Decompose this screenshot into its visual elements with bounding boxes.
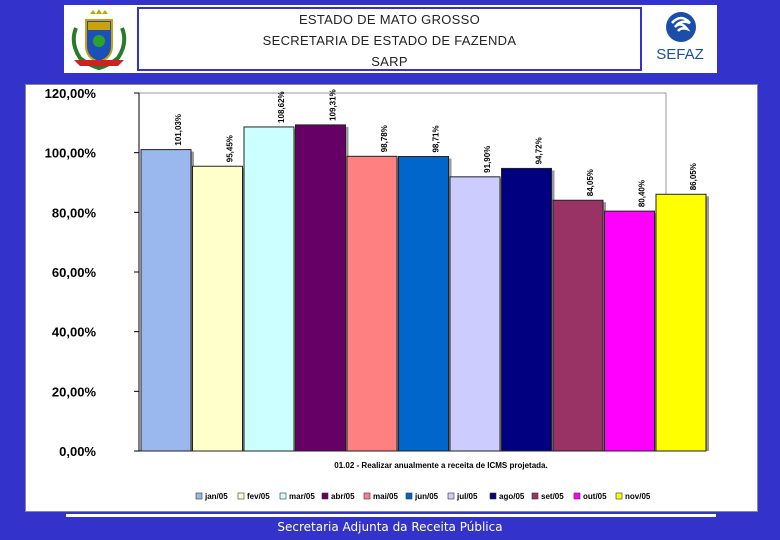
- bar-jun/05: [398, 156, 449, 452]
- legend-entry: nov/05: [625, 492, 651, 501]
- y-tick-label: 20,00%: [52, 384, 97, 399]
- header-titles: ESTADO DE MATO GROSSO SECRETARIA DE ESTA…: [137, 7, 642, 71]
- footer-text: Secretaria Adjunta da Receita Pública: [277, 520, 503, 534]
- y-tick-label: 0,00%: [59, 444, 96, 459]
- data-label: 98,71%: [432, 125, 441, 152]
- legend-swatch: [573, 492, 581, 500]
- legend-swatch: [321, 492, 329, 500]
- bar-chart: 0,00% 20,00% 40,00% 60,00% 80,00% 100,00% 120,…: [45, 86, 709, 501]
- header-secretariat-title: SECRETARIA DE ESTADO DE FAZENDA: [262, 33, 517, 48]
- legend-swatch: [489, 492, 497, 500]
- legend-swatch: [447, 492, 455, 500]
- data-label: 94,72%: [535, 137, 544, 164]
- legend-swatch: [195, 492, 203, 500]
- y-tick-label: 80,00%: [52, 205, 97, 220]
- header-department-title: SARP: [371, 54, 408, 69]
- legend-entry: fev/05: [247, 492, 270, 501]
- bar-jan/05: [140, 149, 192, 452]
- y-tick-label: 60,00%: [52, 265, 97, 280]
- data-label: 86,05%: [689, 163, 698, 190]
- legend-entry: ago/05: [499, 492, 525, 501]
- bar-mar/05: [243, 126, 295, 452]
- data-label: 84,05%: [586, 169, 595, 196]
- bar-mai/05: [346, 155, 398, 452]
- y-tick-label: 120,00%: [45, 86, 97, 101]
- legend-swatch: [531, 492, 539, 500]
- x-axis-label: 01.02 - Realizar anualmente a receita de…: [334, 461, 547, 470]
- bar-jul/05: [449, 176, 501, 452]
- header-state-title: ESTADO DE MATO GROSSO: [298, 12, 481, 27]
- legend-entry: set/05: [541, 492, 564, 501]
- legend-entry: jul/05: [456, 492, 478, 501]
- data-label: 95,45%: [226, 135, 235, 162]
- bar-set/05: [552, 199, 604, 452]
- data-label: 108,62%: [277, 91, 286, 123]
- legend-swatch: [615, 492, 623, 500]
- bar-ago/05: [501, 167, 552, 452]
- data-label: 80,40%: [638, 180, 647, 207]
- legend-swatch: [405, 492, 413, 500]
- legend-swatch: [279, 492, 287, 500]
- y-tick-label: 100,00%: [45, 146, 97, 161]
- state-crest-icon: [66, 8, 132, 70]
- legend-swatch: [363, 492, 371, 500]
- chart-panel: 0,00% 20,00% 40,00% 60,00% 80,00% 100,00% 120,…: [25, 84, 758, 512]
- legend-entry: jan/05: [204, 492, 228, 501]
- sefaz-logo-icon: SEFAZ: [645, 7, 715, 71]
- legend-entry: jun/05: [414, 492, 439, 501]
- sefaz-logo-text: SEFAZ: [656, 46, 704, 63]
- data-label: 98,78%: [380, 125, 389, 152]
- legend-entry: abr/05: [331, 492, 355, 501]
- legend-entry: mai/05: [373, 492, 398, 501]
- bar-out/05: [604, 210, 655, 452]
- data-label: 109,31%: [329, 89, 338, 121]
- data-label: 101,03%: [174, 114, 183, 146]
- footer-divider: [66, 514, 716, 517]
- bar-fev/05: [192, 165, 243, 452]
- data-label: 91,90%: [483, 146, 492, 173]
- legend-entry: out/05: [583, 492, 607, 501]
- legend-swatch: [237, 492, 245, 500]
- legend-entry: mar/05: [289, 492, 315, 501]
- bar-abr/05: [295, 124, 346, 452]
- y-tick-label: 40,00%: [52, 325, 97, 340]
- bar-nov/05: [655, 193, 707, 452]
